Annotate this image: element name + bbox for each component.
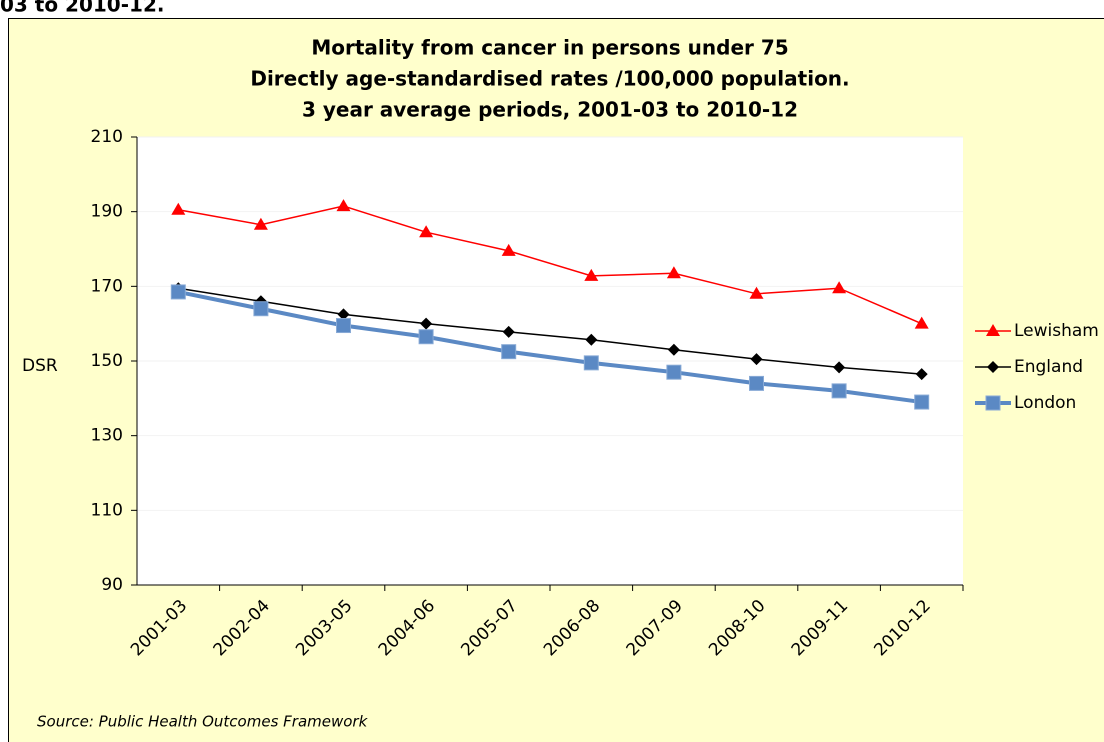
data-point bbox=[915, 368, 928, 381]
data-point bbox=[253, 301, 269, 317]
data-point bbox=[914, 394, 930, 410]
data-point bbox=[749, 375, 764, 391]
data-point bbox=[420, 317, 433, 330]
series-line bbox=[178, 287, 922, 375]
y-tick-label: 210 bbox=[91, 127, 123, 147]
data-point bbox=[419, 225, 434, 238]
data-point bbox=[253, 217, 268, 230]
chart-title: 3 year average periods, 2001-03 to 2010-… bbox=[302, 98, 798, 122]
data-point bbox=[502, 325, 515, 338]
data-point bbox=[501, 344, 517, 360]
data-point bbox=[831, 383, 847, 399]
data-point bbox=[501, 243, 516, 256]
y-tick-label: 130 bbox=[91, 426, 123, 446]
series-line bbox=[178, 205, 922, 325]
data-point bbox=[750, 353, 763, 366]
data-point bbox=[583, 355, 599, 371]
chart-title: Mortality from cancer in persons under 7… bbox=[311, 36, 788, 60]
legend-label: London bbox=[1014, 393, 1076, 413]
data-point bbox=[749, 286, 764, 299]
data-point bbox=[170, 284, 186, 300]
data-point bbox=[666, 364, 682, 380]
data-point bbox=[914, 316, 929, 329]
data-point bbox=[666, 266, 681, 279]
data-point bbox=[584, 268, 599, 281]
legend-marker bbox=[987, 361, 999, 373]
legend-label: England bbox=[1014, 357, 1083, 377]
data-point bbox=[418, 329, 434, 345]
data-point bbox=[171, 202, 186, 215]
series-line bbox=[177, 289, 922, 405]
y-tick-label: 150 bbox=[91, 351, 123, 371]
heading: 03 to 2010-12. bbox=[0, 0, 164, 17]
data-point bbox=[337, 308, 350, 321]
data-point bbox=[832, 281, 847, 294]
chart-title: Directly age-standardised rates /100,000… bbox=[250, 67, 849, 91]
y-tick-label: 90 bbox=[101, 575, 123, 595]
y-tick-label: 110 bbox=[91, 500, 123, 520]
data-point bbox=[336, 199, 351, 212]
legend-marker bbox=[986, 324, 1000, 336]
source: Source: Public Health Outcomes Framework bbox=[37, 713, 369, 731]
legend-label: Lewisham bbox=[1014, 321, 1099, 341]
y-axis-label: DSR bbox=[22, 356, 58, 376]
y-tick-label: 170 bbox=[91, 276, 123, 296]
y-tick-label: 190 bbox=[91, 202, 123, 222]
data-point bbox=[833, 361, 846, 374]
data-point bbox=[585, 333, 598, 346]
data-point bbox=[667, 343, 680, 356]
legend-marker bbox=[985, 395, 1001, 411]
data-point bbox=[336, 318, 351, 334]
